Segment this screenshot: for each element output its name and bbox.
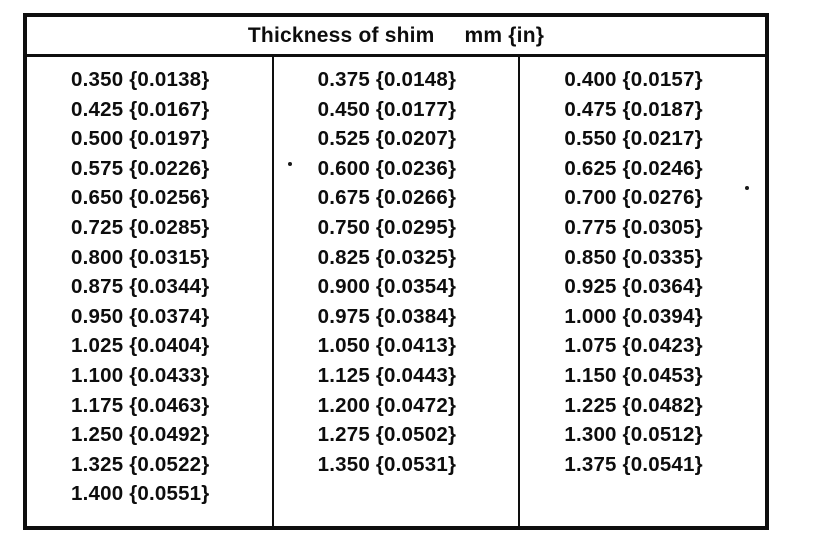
shim-value-cell: 1.400 {0.0551} xyxy=(71,482,210,506)
shim-value-cell: 1.125 {0.0443} xyxy=(317,363,457,387)
shim-value-cell: 1.250 {0.0492} xyxy=(71,423,210,447)
shim-value-cell: 1.350 {0.0531} xyxy=(317,452,457,476)
shim-value-cell: 0.875 {0.0344} xyxy=(71,275,210,299)
shim-value-cell: 0.400 {0.0157} xyxy=(564,68,703,91)
shim-value-cell: 0.950 {0.0374} xyxy=(71,304,210,328)
shim-value-cell: 0.350 {0.0138} xyxy=(71,68,210,91)
shim-value-cell: 0.375 {0.0148} xyxy=(317,68,457,91)
shim-value-cell: 0.600 {0.0236} xyxy=(317,156,457,180)
shim-value-cell: 0.650 {0.0256} xyxy=(71,186,210,210)
shim-value-cell: 0.575 {0.0226} xyxy=(71,156,210,180)
shim-value-cell: 0.800 {0.0315} xyxy=(71,245,210,269)
table-body: 0.350 {0.0138} 0.425 {0.0167} 0.500 {0.0… xyxy=(27,57,765,526)
shim-value-cell: 0.550 {0.0217} xyxy=(564,127,703,151)
shim-value-cell: 0.775 {0.0305} xyxy=(564,215,703,239)
shim-value-cell: 0.525 {0.0207} xyxy=(317,127,457,151)
shim-value-cell: 0.475 {0.0187} xyxy=(564,97,703,121)
table-title: Thickness of shim xyxy=(247,23,435,47)
shim-value-cell: 0.625 {0.0246} xyxy=(564,156,703,180)
shim-value-cell: 1.150 {0.0453} xyxy=(564,363,703,387)
shim-value-cell: 0.675 {0.0266} xyxy=(317,186,457,210)
shim-value-cell: 1.100 {0.0433} xyxy=(71,363,210,387)
table-unit-label: mm {in} xyxy=(464,23,545,47)
shim-value-cell: 0.850 {0.0335} xyxy=(564,245,703,269)
shim-value-cell: 0.900 {0.0354} xyxy=(317,275,457,299)
shim-value-cell: 0.425 {0.0167} xyxy=(71,97,210,121)
shim-value-cell: 0.925 {0.0364} xyxy=(564,275,703,299)
shim-column-3: 0.400 {0.0157} 0.475 {0.0187} 0.550 {0.0… xyxy=(518,57,765,526)
shim-column-2: 0.375 {0.0148} 0.450 {0.0177} 0.525 {0.0… xyxy=(271,57,519,526)
shim-value-cell: 1.050 {0.0413} xyxy=(317,334,457,358)
shim-value-cell: 0.975 {0.0384} xyxy=(317,304,457,328)
shim-thickness-table: Thickness of shim mm {in} 0.350 {0.0138}… xyxy=(23,13,769,530)
shim-value-cell: 0.500 {0.0197} xyxy=(71,127,210,151)
shim-value-cell: 1.075 {0.0423} xyxy=(564,334,703,358)
shim-value-cell: 1.200 {0.0472} xyxy=(317,393,457,417)
shim-value-cell: 0.750 {0.0295} xyxy=(317,215,457,239)
shim-column-1: 0.350 {0.0138} 0.425 {0.0167} 0.500 {0.0… xyxy=(27,57,272,526)
shim-value-cell: 1.300 {0.0512} xyxy=(564,423,703,447)
shim-value-cell: 1.375 {0.0541} xyxy=(564,452,703,476)
table-header: Thickness of shim mm {in} xyxy=(27,17,765,57)
shim-value-cell: 1.225 {0.0482} xyxy=(564,393,703,417)
shim-value-cell: 1.025 {0.0404} xyxy=(71,334,210,358)
shim-value-cell: 0.725 {0.0285} xyxy=(71,215,210,239)
shim-value-cell: 1.000 {0.0394} xyxy=(564,304,703,328)
shim-value-cell: 0.825 {0.0325} xyxy=(317,245,457,269)
shim-value-cell: 1.275 {0.0502} xyxy=(317,423,457,447)
shim-value-cell: 1.325 {0.0522} xyxy=(71,452,210,476)
scan-artifact-dot xyxy=(288,162,292,166)
shim-value-cell: 1.175 {0.0463} xyxy=(71,393,210,417)
shim-value-cell: 0.700 {0.0276} xyxy=(564,186,703,210)
shim-value-cell: 0.450 {0.0177} xyxy=(317,97,457,121)
scan-artifact-dot xyxy=(745,186,749,190)
